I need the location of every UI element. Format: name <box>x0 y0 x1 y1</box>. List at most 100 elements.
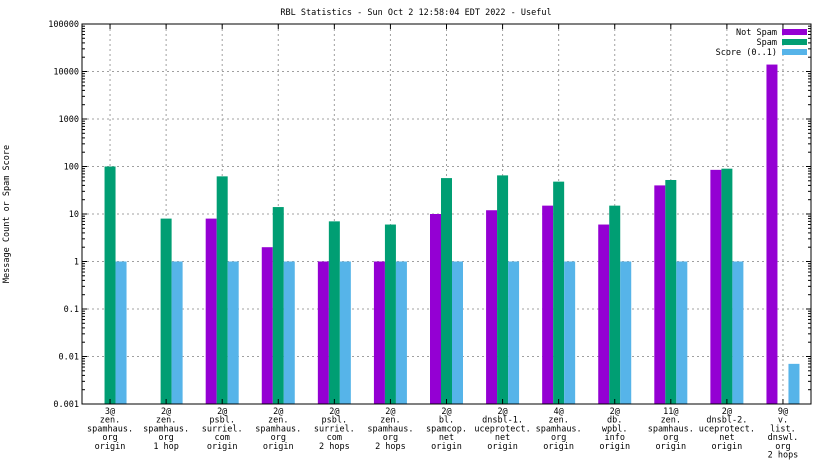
chart-title: RBL Statistics - Sun Oct 2 12:58:04 EDT … <box>280 8 551 18</box>
x-tick-label-line: 2@ <box>273 407 283 417</box>
x-tick-label-line: origin <box>655 442 686 452</box>
x-tick-label: 2@ db. wpbl. info origin <box>599 407 630 452</box>
bar-score-0-1 <box>395 261 407 404</box>
legend-label-spam: Spam <box>757 38 777 48</box>
y-axis-label: Message Count or Spam Score <box>2 145 12 283</box>
bar-score-0-1 <box>339 261 351 404</box>
bar-not-spam <box>710 169 722 404</box>
bar-score-0-1 <box>508 261 520 404</box>
x-tick-label: 2@ bl. spamcop. net origin <box>426 407 467 452</box>
x-tick-label-line: 2@ <box>610 407 620 417</box>
x-tick-label-line: db. <box>607 416 622 426</box>
x-tick-label-line: zen. <box>661 416 681 426</box>
y-tick-label: 1 <box>74 258 79 268</box>
x-tick-label: 2@ dnsbl-1. uceprotect. net origin <box>474 407 530 452</box>
x-tick-label-line: zen. <box>100 416 120 426</box>
x-tick-label: 2@ zen. spamhaus. org 1 hop <box>143 407 189 452</box>
bar-not-spam <box>261 247 273 404</box>
x-tick-label-line: origin <box>599 442 630 452</box>
x-tick-label-line: 9@ <box>778 407 788 417</box>
x-tick-label-line: org <box>271 433 286 443</box>
x-tick-label-line: 2 hops <box>768 451 799 461</box>
bar-score-0-1 <box>788 363 800 404</box>
bar-score-0-1 <box>620 261 632 404</box>
bar-spam <box>104 166 116 404</box>
bar-score-0-1 <box>676 261 688 404</box>
legend-label-score-0-1: Score (0..1) <box>716 48 777 58</box>
bar-not-spam <box>654 185 666 404</box>
bar-not-spam <box>598 224 610 404</box>
bar-not-spam <box>542 205 554 404</box>
bar-not-spam <box>373 261 385 404</box>
x-tick-label-line: 2@ <box>329 407 339 417</box>
y-tick-label: 1000 <box>59 115 79 125</box>
x-tick-label-line: net <box>439 433 454 443</box>
legend-swatch-not-spam <box>782 29 807 35</box>
x-tick-label-line: zen. <box>156 416 176 426</box>
bar-not-spam <box>766 64 778 404</box>
bar-spam <box>272 207 284 404</box>
x-tick-label-line: spamhaus. <box>648 424 694 434</box>
x-tick-label-line: org <box>158 433 173 443</box>
x-tick-label-line: spamhaus. <box>536 424 582 434</box>
bar-spam <box>441 178 452 404</box>
bar-spam <box>665 179 677 404</box>
y-tick-label: 10 <box>69 210 79 220</box>
x-tick-label-line: org <box>775 442 790 452</box>
x-tick-label-line: org <box>551 433 566 443</box>
x-tick-label: 2@ zen. spamhaus. org 2 hops <box>367 407 413 452</box>
x-tick-label-line: zen. <box>268 416 288 426</box>
x-tick-label-line: origin <box>712 442 743 452</box>
legend-label-not-spam: Not Spam <box>736 28 777 38</box>
x-tick-label-line: 2 hops <box>375 442 406 452</box>
bar-not-spam <box>317 261 329 404</box>
x-tick-label: 11@ zen. spamhaus. org origin <box>648 407 694 452</box>
bar-spam <box>384 224 396 404</box>
x-tick-label-line: info <box>604 433 624 443</box>
bar-score-0-1 <box>283 261 295 404</box>
x-tick-label-line: surriel. <box>314 424 355 434</box>
bar-score-0-1 <box>564 261 576 404</box>
x-tick-label-line: 1 hop <box>153 442 179 452</box>
x-tick-label-line: bl. <box>439 416 454 426</box>
x-tick-label: 2@ psbl. surriel. com 2 hops <box>314 407 355 452</box>
x-tick-label-line: 11@ <box>663 407 678 417</box>
bar-score-0-1 <box>115 261 127 404</box>
x-tick-label: 3@ zen. spamhaus. org origin <box>87 407 133 452</box>
x-tick-label-line: net <box>495 433 510 443</box>
bar-spam <box>553 181 565 404</box>
bar-score-0-1 <box>732 261 744 404</box>
x-tick-label-line: surriel. <box>202 424 243 434</box>
x-tick-label-line: 2@ <box>161 407 171 417</box>
x-tick-label: 9@ v. list. dnswl. org 2 hops <box>768 407 799 461</box>
x-tick-label-line: 2@ <box>217 407 227 417</box>
x-tick-label-line: zen. <box>380 416 400 426</box>
bars <box>104 64 800 404</box>
y-tick-label: 0.001 <box>53 400 79 410</box>
x-tick-label-line: spamcop. <box>426 424 467 434</box>
x-tick-label-line: 2@ <box>722 407 732 417</box>
x-tick-label: 4@ zen. spamhaus. org origin <box>536 407 582 452</box>
x-tick-label-line: com <box>327 433 342 443</box>
x-tick-label-line: net <box>719 433 734 443</box>
x-tick-label-line: spamhaus. <box>87 424 133 434</box>
y-tick-label: 10000 <box>53 68 79 78</box>
legend-swatch-spam <box>782 39 807 45</box>
y-tick-label: 100000 <box>48 20 79 30</box>
y-tick-label: 0.1 <box>64 305 79 315</box>
x-tick-label: 2@ dnsbl-2. uceprotect. net origin <box>699 407 755 452</box>
bar-spam <box>160 218 172 404</box>
x-tick-label-line: dnswl. <box>768 433 799 443</box>
bar-score-0-1 <box>227 261 239 404</box>
x-tick-label-line: uceprotect. <box>474 424 530 434</box>
bar-not-spam <box>430 214 441 404</box>
bar-spam <box>721 168 733 404</box>
bar-not-spam <box>205 218 217 404</box>
plot-frame <box>81 23 812 405</box>
x-tick-label-line: zen. <box>548 416 568 426</box>
y-tick-label: 100 <box>64 163 79 173</box>
x-tick-label: 2@ zen. spamhaus. org origin <box>255 407 301 452</box>
x-tick-label-line: 3@ <box>105 407 115 417</box>
